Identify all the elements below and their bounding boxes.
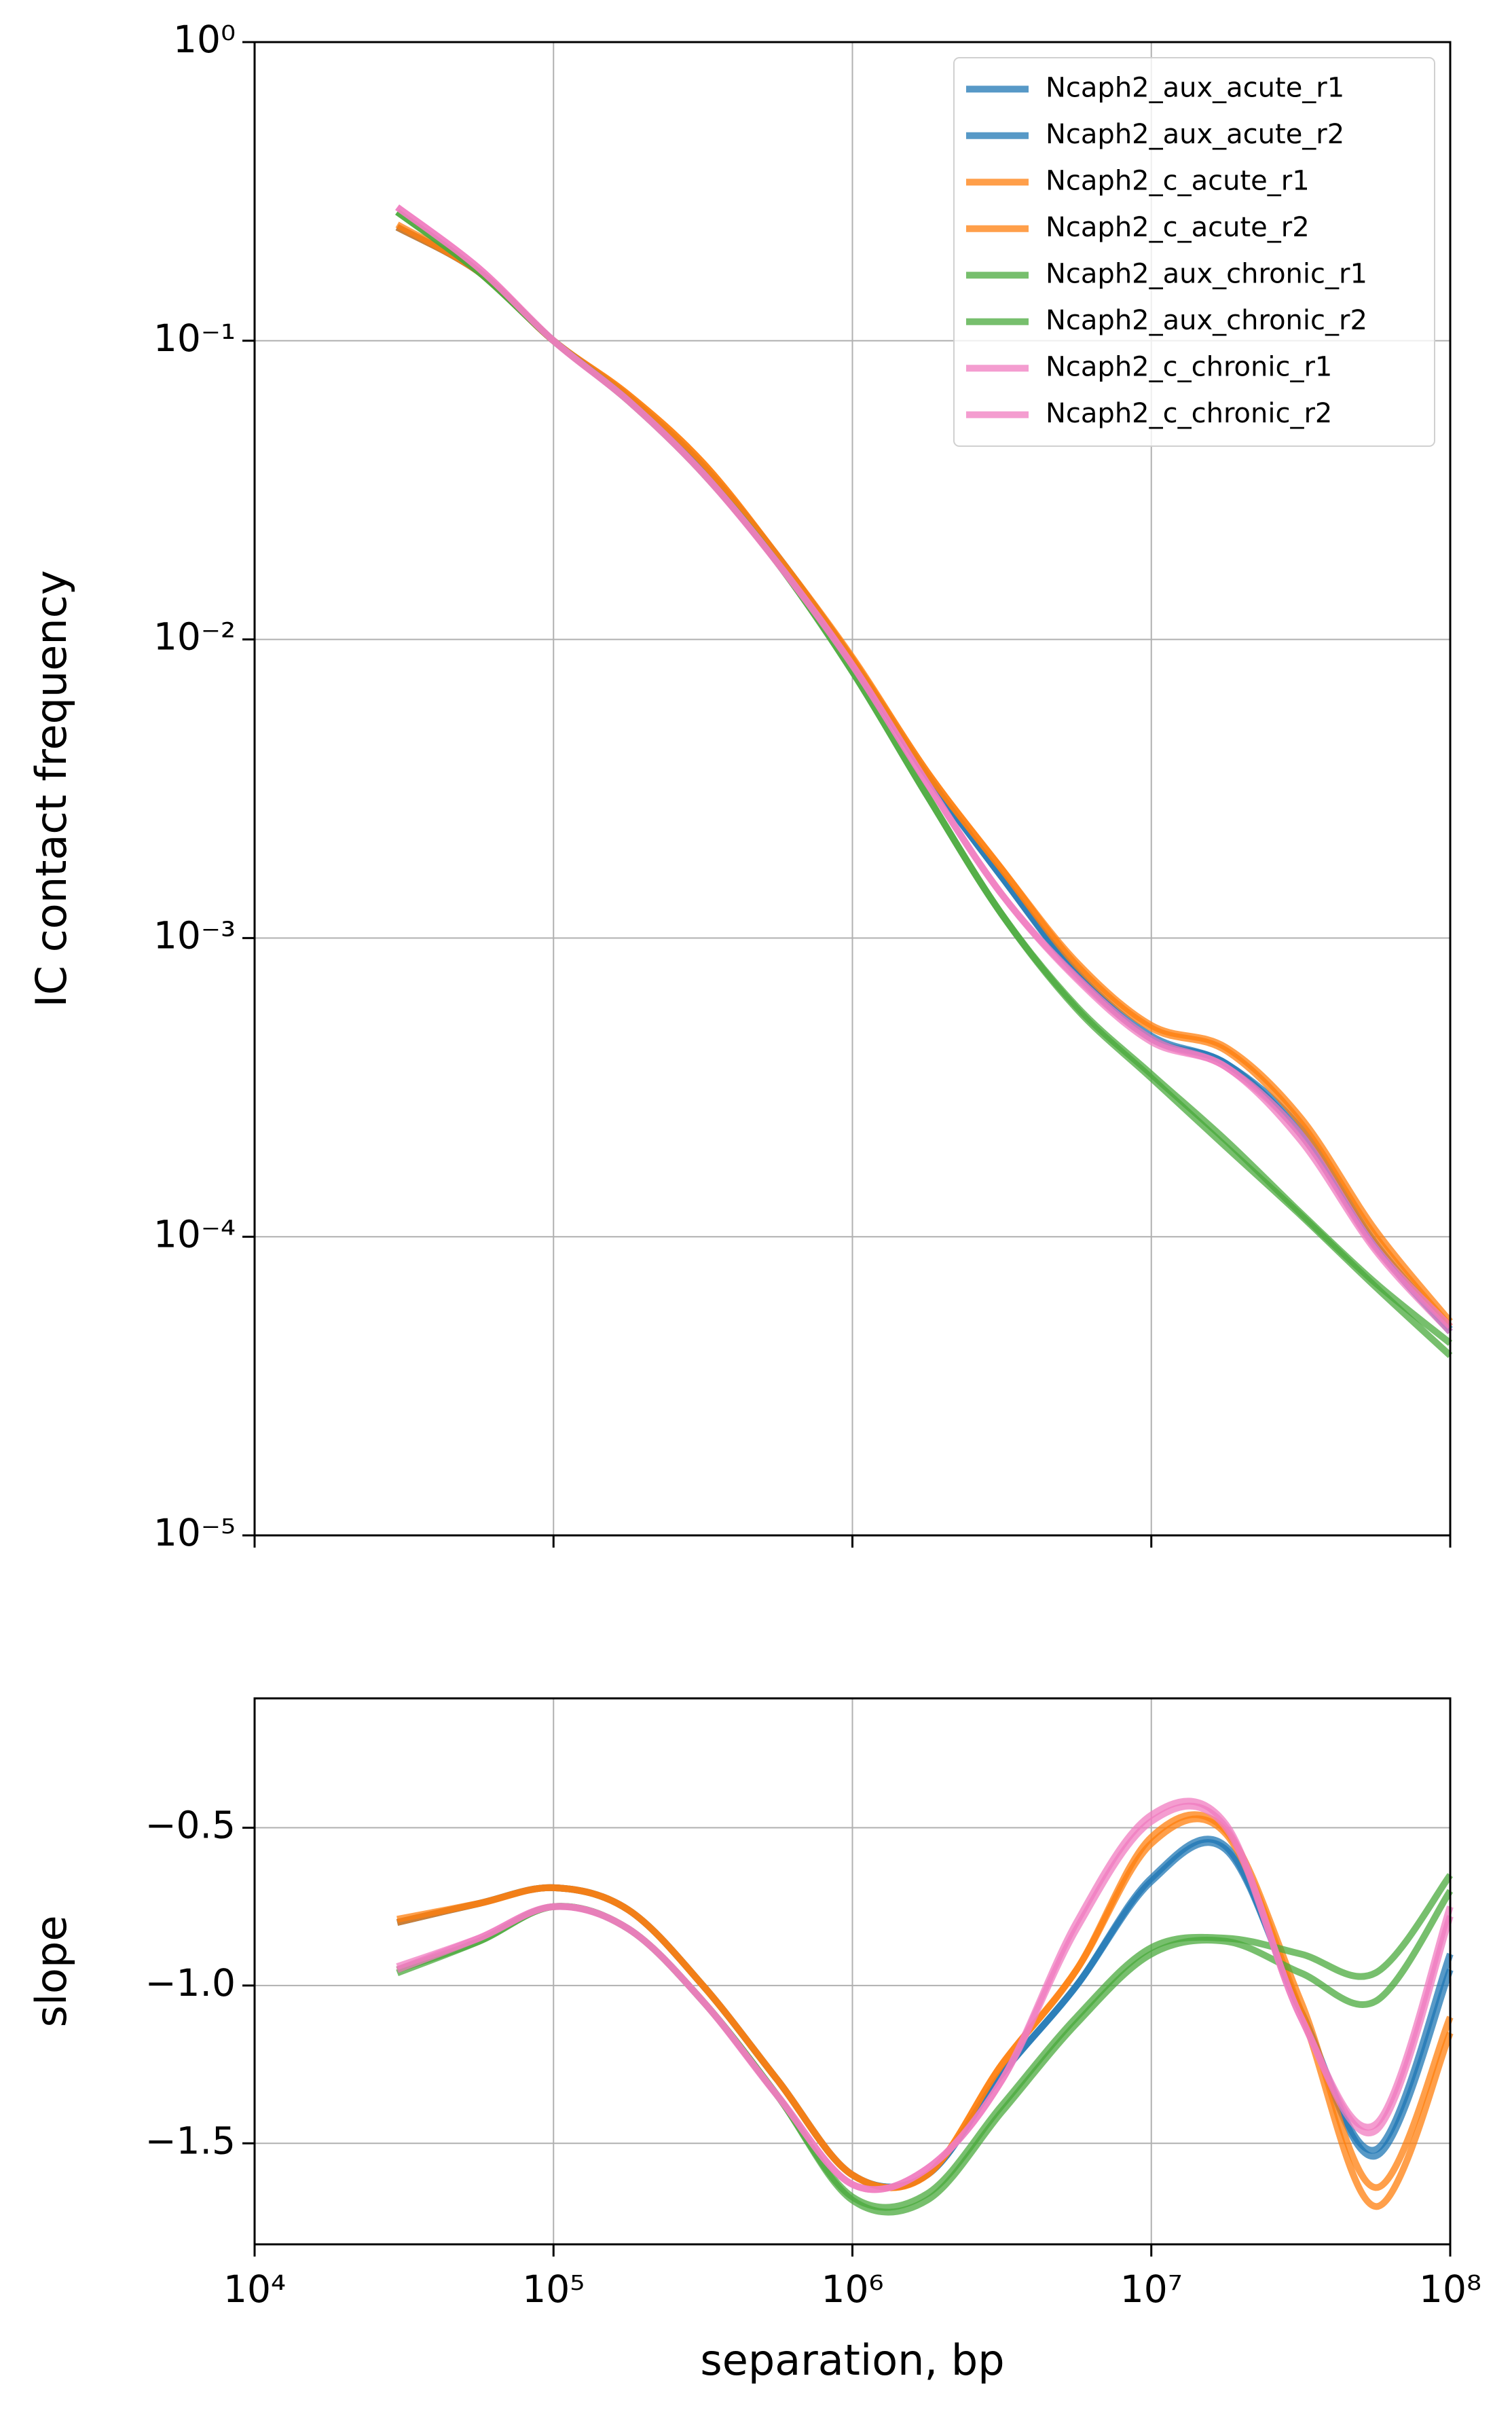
y-tick-label: −0.5 [145,1804,236,1847]
x-tick-label: 10⁷ [1120,2267,1183,2311]
x-tick-label: 10⁸ [1419,2267,1481,2311]
legend-box [953,57,1435,447]
legend-label: Ncaph2_c_acute_r2 [1046,212,1310,243]
x-axis-label: separation, bp [700,2335,1004,2385]
y-tick-label: 10⁻⁴ [153,1212,236,1256]
legend-label: Ncaph2_aux_chronic_r1 [1046,258,1367,289]
legend-label: Ncaph2_c_chronic_r1 [1046,351,1332,382]
y-tick-label: −1.0 [145,1961,236,2005]
legend-label: Ncaph2_c_acute_r1 [1046,165,1310,196]
x-tick-label: 10⁶ [821,2267,883,2311]
legend: Ncaph2_aux_acute_r1 Ncaph2_aux_acute_r2 Nc… [953,57,1435,447]
legend-label: Ncaph2_c_chronic_r2 [1046,398,1332,429]
y-axis-label: IC contact frequency [26,570,76,1008]
axes: 10⁴ 10⁵ 10⁶ 10⁷ 10⁸ −0.5 −1.0 −1.5 slope separati… [26,1697,1481,2385]
y-tick-label: 10⁻⁵ [153,1511,236,1554]
x-tick-label: 10⁴ [223,2267,286,2311]
legend-label: Ncaph2_aux_acute_r1 [1046,72,1344,103]
y-tick-label: −1.5 [145,2119,236,2162]
x-tick-label: 10⁵ [522,2267,585,2311]
y-tick-label: 10⁻² [153,615,236,659]
y-tick-label: 10⁰ [173,18,236,61]
axes-frame [253,41,1452,1537]
legend-label: Ncaph2_aux_chronic_r2 [1046,305,1367,336]
series-line [395,204,1453,1330]
y-tick-label: 10⁻¹ [153,316,236,360]
axes: 10⁰ 10⁻¹ 10⁻² 10⁻³ 10⁻⁴ 10⁻⁵ IC contact freque… [26,18,1453,1554]
y-tick-label: 10⁻³ [153,914,236,957]
series-line [396,1802,1454,2193]
axes-frame [253,1697,1452,2246]
legend-label: Ncaph2_aux_acute_r2 [1046,119,1344,150]
y-axis-label: slope [26,1916,76,2028]
